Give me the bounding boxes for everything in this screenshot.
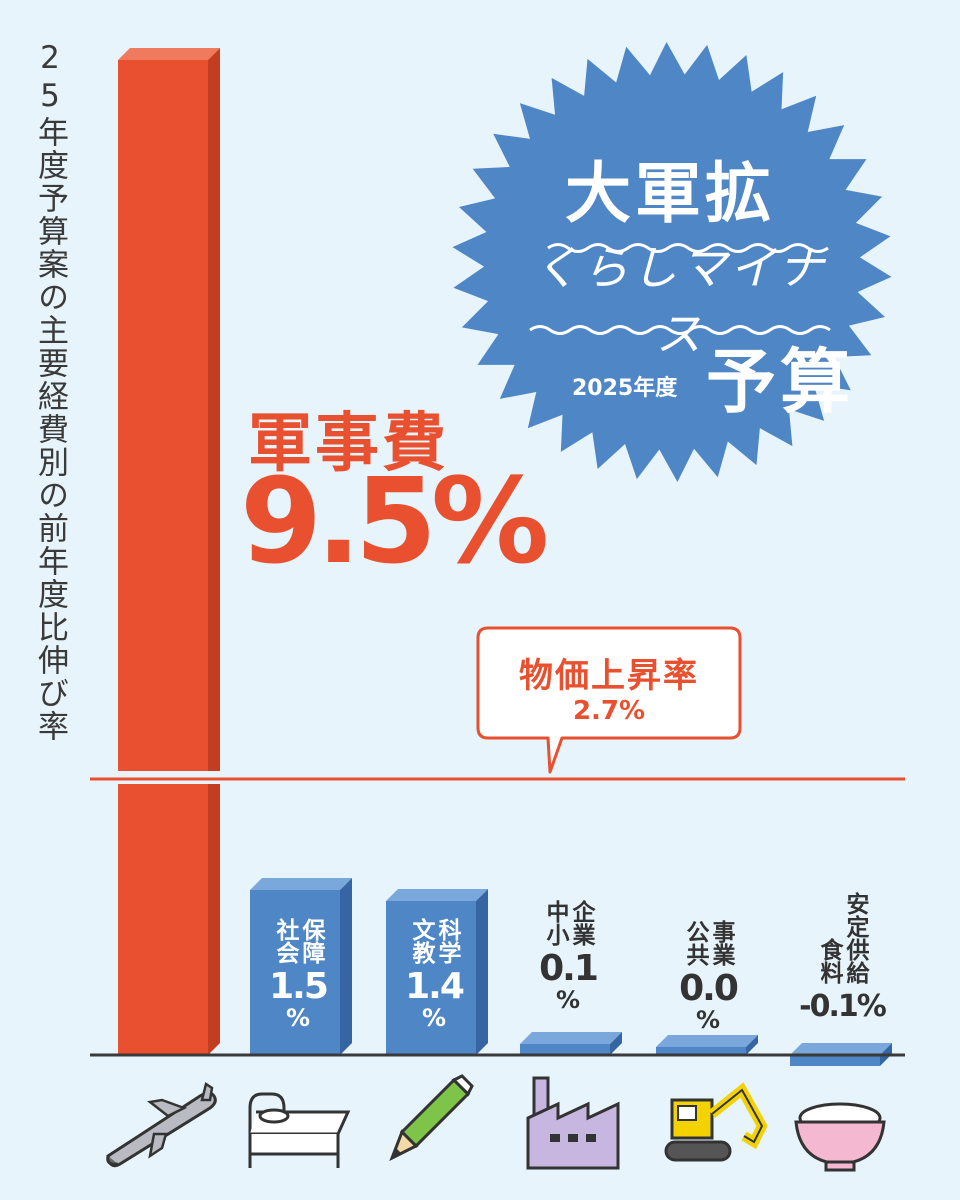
- bar-social-security: [250, 878, 352, 1055]
- badge-title: 大軍拡: [565, 155, 775, 232]
- bar-cat-col2: 科学: [434, 918, 460, 964]
- badge-wavy-line-bottom: [529, 325, 831, 335]
- bar-label-sme: 中小企業 0.1 %: [522, 900, 614, 1012]
- bar-top-face: [118, 48, 220, 60]
- bar-value-unit: %: [555, 986, 581, 1014]
- badge-starburst: [452, 42, 892, 482]
- bed-icon: [248, 1092, 351, 1168]
- rice-bowl-icon: [794, 1102, 886, 1172]
- bar-label-education-science: 文教科学 1.4 %: [388, 918, 480, 1030]
- badge-word: 予算: [706, 341, 854, 423]
- bar-top-face: [790, 1043, 892, 1055]
- badge-year: 2025年度: [572, 376, 678, 401]
- bar-side-face: [746, 1035, 758, 1055]
- bar-top-face: [656, 1035, 758, 1047]
- bar-public-works: [656, 1035, 758, 1055]
- bar-military: [118, 48, 220, 1055]
- bar-label-social-security: 社会保障 1.5 %: [252, 918, 344, 1030]
- bar-cat-col1: 中小: [542, 900, 568, 946]
- inflation-callout-box: [476, 626, 742, 774]
- bar-cat-col2: 事業: [708, 920, 734, 966]
- bar-value-unit: %: [285, 1004, 311, 1032]
- bar-value-label: 1.4: [405, 966, 465, 1007]
- inflation-label: 物価上昇率: [519, 656, 699, 696]
- bar-value-label: 1.5: [269, 966, 329, 1007]
- bar-side-face: [208, 48, 220, 1055]
- bar-front-face: [386, 901, 476, 1055]
- bar-side-face: [340, 878, 352, 1055]
- bar-education-science: [386, 889, 488, 1055]
- bar-front-face: [656, 1047, 746, 1055]
- military-value-label: 9.5%: [240, 452, 549, 590]
- bar-side-face: [610, 1032, 622, 1055]
- bar-value-label: -0.1%: [799, 989, 887, 1024]
- bar-front-face: [520, 1044, 610, 1055]
- bar-label-public-works: 公共事業 0.0 %: [662, 920, 754, 1032]
- missile-icon: [106, 1081, 217, 1168]
- bar-front-face: [790, 1055, 880, 1066]
- bar-cat-col2: 安定供給: [842, 892, 868, 984]
- y-axis-label: 25年度予算案の主要経費別の前年度比伸び率: [32, 40, 68, 743]
- pencil-icon: [389, 1074, 474, 1162]
- bar-front-face: [118, 60, 208, 1055]
- bars-group: [118, 48, 892, 1066]
- bar-top-face: [520, 1032, 622, 1044]
- bar-front-face: [250, 890, 340, 1055]
- bar-top-face: [250, 878, 352, 890]
- bar-cat-col1: 公共: [682, 920, 708, 966]
- badge-subtitle: くらしマイナス: [533, 241, 827, 361]
- military-category-label: 軍事費: [248, 407, 449, 481]
- bar-side-face: [476, 889, 488, 1055]
- badge-wavy-line-top: [547, 243, 829, 253]
- bar-label-food-supply: 食料安定供給 -0.1%: [782, 892, 902, 1026]
- bar-cat-col2: 保障: [298, 918, 324, 964]
- bar-cat-col1: 文教: [408, 918, 434, 964]
- excavator-icon: [664, 1082, 768, 1162]
- bar-value-unit: %: [421, 1004, 447, 1032]
- bar-cat-col1: 社会: [272, 918, 298, 964]
- bar-value-label: 0.1: [539, 948, 599, 989]
- inflation-value: 2.7%: [572, 696, 646, 726]
- factory-icon: [526, 1076, 620, 1170]
- bar-value-unit: %: [695, 1006, 721, 1034]
- bar-cat-col1: 食料: [816, 938, 842, 984]
- bar-top-face: [386, 889, 488, 901]
- bar-sme: [520, 1032, 622, 1055]
- bar-cat-col2: 企業: [568, 900, 594, 946]
- bar-value-label: 0.0: [679, 968, 739, 1009]
